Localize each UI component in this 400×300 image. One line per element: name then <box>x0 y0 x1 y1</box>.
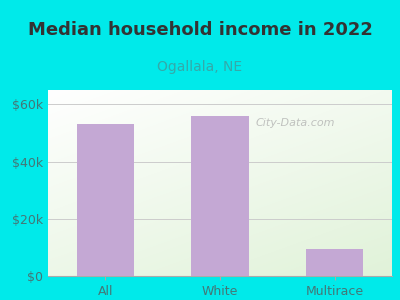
Bar <box>77 124 134 276</box>
Text: City-Data.com: City-Data.com <box>256 118 336 128</box>
Bar <box>191 116 249 276</box>
Bar <box>306 249 363 276</box>
Text: Median household income in 2022: Median household income in 2022 <box>28 21 372 39</box>
Text: Ogallala, NE: Ogallala, NE <box>158 60 242 74</box>
